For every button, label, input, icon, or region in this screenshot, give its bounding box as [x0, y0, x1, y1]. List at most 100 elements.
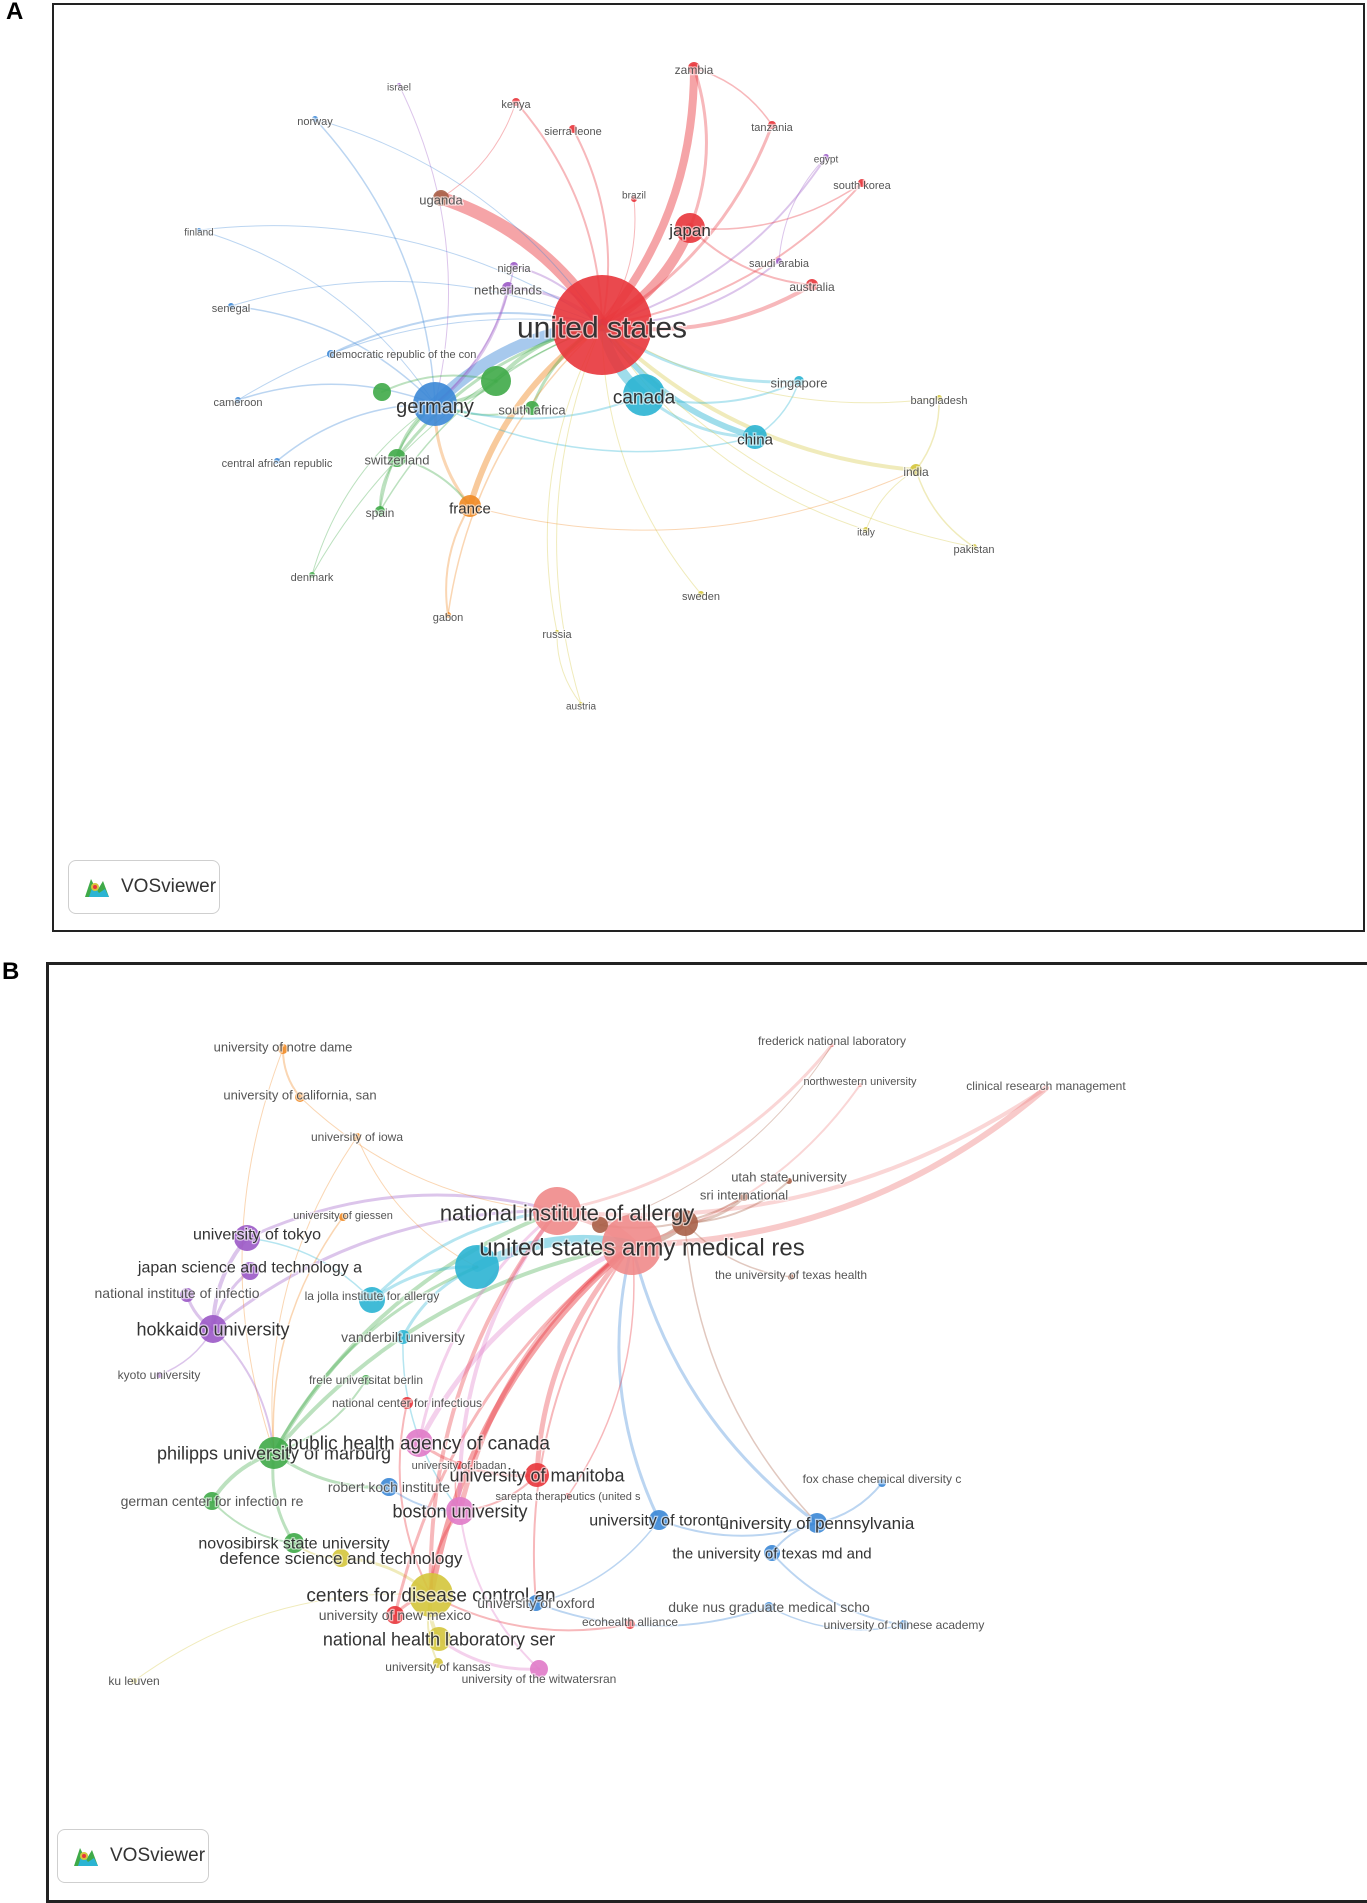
node-university-of-notre-dame[interactable]	[278, 1044, 288, 1054]
node-university-of-giessen[interactable]	[339, 1213, 347, 1221]
node-university-of-tokyo[interactable]	[234, 1225, 260, 1251]
node-university-of-kansas[interactable]	[433, 1658, 443, 1668]
node-the-university-of-texas-md-and[interactable]	[764, 1545, 780, 1561]
label-spain: spain	[366, 506, 395, 520]
node-duke-nus-graduate-medical-scho[interactable]	[764, 1602, 774, 1612]
node-nigeria[interactable]	[510, 262, 518, 270]
node-university-of-oxford[interactable]	[528, 1595, 544, 1611]
node-germany[interactable]	[413, 382, 457, 426]
node-norway[interactable]	[312, 116, 318, 122]
country-network-graph[interactable]: united states germany canada japan uganda zam…	[54, 5, 1363, 930]
node-kyoto-university[interactable]	[156, 1372, 162, 1378]
node-italy[interactable]	[863, 527, 869, 533]
node-sweden[interactable]	[698, 591, 704, 597]
node-japan[interactable]	[675, 213, 705, 243]
node-national-institute-of-allergy[interactable]	[533, 1187, 581, 1235]
node-clinical-research-management[interactable]	[1043, 1085, 1049, 1091]
node-zambia[interactable]	[688, 62, 700, 74]
node-university-of-california-san[interactable]	[295, 1092, 305, 1102]
node-centers-for-disease-control-an[interactable]	[409, 1573, 453, 1617]
node-la-jolla-institute-for-allergy[interactable]	[359, 1287, 385, 1313]
label-sarepta-therapeutics-united-s: sarepta therapeutics (united s	[496, 1491, 641, 1503]
institution-network-panel[interactable]: united states army medical res national i…	[46, 962, 1367, 1903]
node-switzerland[interactable]	[388, 449, 406, 467]
node-kenya[interactable]	[512, 98, 520, 106]
node-german-center-for-infection-re[interactable]	[203, 1492, 221, 1510]
node-university-of-pennsylvania[interactable]	[807, 1513, 827, 1533]
node-australia[interactable]	[806, 279, 818, 291]
node-fox-chase-chemical-diversity-c[interactable]	[878, 1479, 886, 1487]
node-pakistan[interactable]	[971, 544, 977, 550]
node-egypt[interactable]	[823, 154, 829, 160]
node-green-small[interactable]	[373, 383, 391, 401]
node-hokkaido-university[interactable]	[199, 1315, 227, 1343]
node-brazil[interactable]	[631, 196, 637, 202]
node-china[interactable]	[743, 425, 767, 449]
node-tanzania[interactable]	[768, 121, 776, 129]
node-india[interactable]	[910, 464, 922, 476]
node-israel[interactable]	[397, 83, 401, 87]
node-japan-science-and-technology-a[interactable]	[241, 1262, 259, 1280]
institution-network-graph[interactable]: united states army medical res national i…	[49, 965, 1367, 1900]
node-uganda[interactable]	[433, 190, 449, 206]
node-finland[interactable]	[197, 228, 201, 232]
node-freie-universitat-berlin[interactable]	[361, 1375, 371, 1385]
node-philipps-university-of-marburg[interactable]	[258, 1437, 290, 1469]
node-university-of-ibadan[interactable]	[455, 1461, 463, 1469]
node-university-of-toronto[interactable]	[649, 1510, 669, 1530]
node-sarepta-therapeutics-united-s[interactable]	[565, 1493, 571, 1499]
link-university-of-toronto-university-of-pennsylvania	[658, 1519, 818, 1537]
node-south-africa[interactable]	[525, 401, 539, 415]
node-defence-science-and-technology[interactable]	[332, 1549, 350, 1567]
node-russia[interactable]	[555, 630, 559, 634]
node-novosibirsk-state-university[interactable]	[284, 1533, 304, 1553]
node-spain[interactable]	[375, 506, 385, 516]
node-cdc-cyan[interactable]	[455, 1245, 499, 1289]
node-germany-green[interactable]	[481, 366, 511, 396]
node-boston-university[interactable]	[446, 1497, 474, 1525]
node-france[interactable]	[459, 495, 481, 517]
label-university-of-giessen: university of giessen	[293, 1210, 393, 1222]
node-cameroon[interactable]	[235, 397, 241, 403]
node-university-of-new-mexico[interactable]	[386, 1606, 404, 1624]
node-university-of-manitoba[interactable]	[525, 1463, 549, 1487]
node-denmark[interactable]	[309, 572, 315, 578]
node-senegal[interactable]	[228, 303, 234, 309]
node-utah-state-university[interactable]	[786, 1178, 792, 1184]
node-austria[interactable]	[579, 702, 583, 706]
node-vanderbilt-university[interactable]	[396, 1330, 410, 1344]
node-national-institute-of-infectio[interactable]	[180, 1288, 194, 1302]
node-central-african-republic[interactable]	[274, 458, 280, 464]
node-frederick-national-laboratory[interactable]	[830, 1043, 834, 1047]
node-gabon[interactable]	[445, 612, 451, 618]
node-sri-international[interactable]	[740, 1193, 748, 1201]
node-united-states[interactable]	[552, 275, 652, 375]
node-brown-2[interactable]	[592, 1217, 608, 1233]
node-singapore[interactable]	[794, 376, 804, 386]
node-saudi-arabia[interactable]	[776, 258, 782, 264]
node-national-center-for-infectious[interactable]	[401, 1397, 413, 1409]
node-democratic-republic-of-the-con[interactable]	[327, 350, 335, 358]
link-united-states-pakistan	[601, 324, 975, 548]
node-brown-1[interactable]	[672, 1210, 698, 1236]
node-south-korea[interactable]	[858, 179, 866, 187]
node-the-university-of-texas-health[interactable]	[788, 1274, 794, 1280]
node-netherlands[interactable]	[502, 282, 514, 294]
country-network-panel[interactable]: united states germany canada japan uganda zam…	[52, 3, 1365, 932]
node-university-of-chinese-academy[interactable]	[899, 1620, 909, 1630]
node-bangladesh[interactable]	[936, 395, 942, 401]
node-sierra-leone[interactable]	[569, 125, 577, 133]
node-public-health-agency-of-canada[interactable]	[405, 1429, 433, 1457]
label-saudi-arabia: saudi arabia	[749, 258, 810, 270]
link-united-states-army-medical-res-philipps-university-of-marburg	[272, 1243, 634, 1455]
node-national-health-laboratory-ser[interactable]	[427, 1627, 451, 1651]
node-northwestern-university[interactable]	[858, 1083, 862, 1087]
node-ku-leuven[interactable]	[131, 1678, 137, 1684]
node-university-of-iowa[interactable]	[353, 1133, 361, 1141]
node-united-states-army-medical-res[interactable]	[602, 1215, 662, 1275]
node-ecohealth-alliance[interactable]	[625, 1619, 635, 1629]
network-nodes	[131, 1043, 1049, 1684]
node-robert-koch-institute[interactable]	[380, 1478, 398, 1496]
node-canada[interactable]	[623, 374, 665, 416]
node-university-of-the-witwatersran[interactable]	[530, 1660, 548, 1678]
